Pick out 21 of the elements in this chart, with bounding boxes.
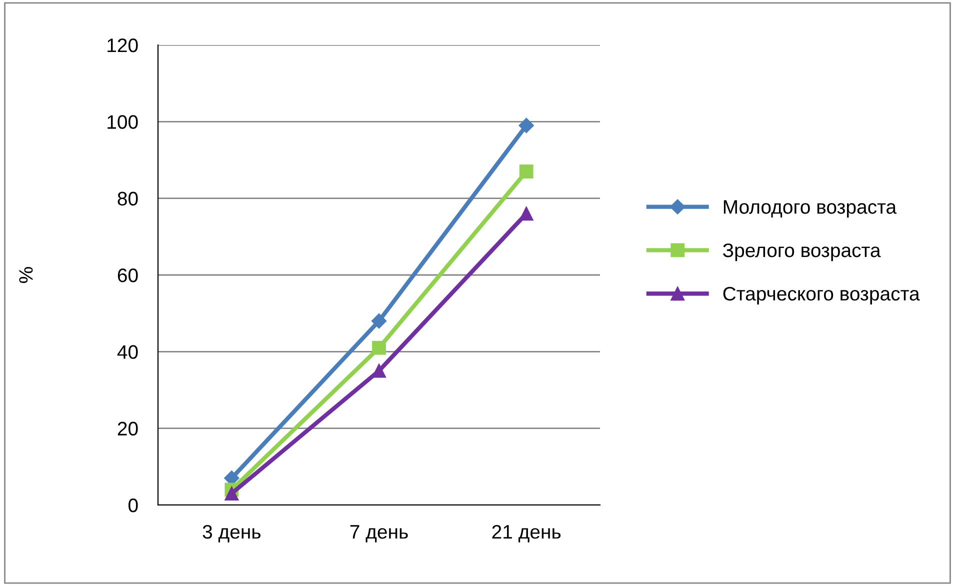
point bbox=[518, 118, 534, 134]
y-tick-label: 20 bbox=[118, 422, 138, 436]
legend-label: Старческого возраста bbox=[723, 286, 920, 304]
x-tick-label: 7 день bbox=[350, 525, 408, 542]
y-tick-label: 100 bbox=[108, 115, 138, 129]
point bbox=[519, 206, 534, 221]
point bbox=[519, 164, 534, 178]
point bbox=[224, 486, 239, 500]
point bbox=[372, 340, 386, 355]
point bbox=[372, 364, 386, 378]
y-axis-title: % bbox=[19, 267, 33, 283]
y-tick-label: 0 bbox=[128, 498, 138, 512]
y-tick-label: 40 bbox=[117, 345, 138, 359]
legend-label: Зрелого возраста bbox=[722, 243, 881, 262]
x-tick-label: 21 день bbox=[492, 524, 561, 542]
y-tick-label: 120 bbox=[108, 38, 138, 52]
y-tick-label: 80 bbox=[118, 192, 138, 206]
legend-label: Молодого возраста bbox=[724, 200, 897, 218]
y-tick-label: 60 bbox=[118, 268, 138, 282]
x-tick-label: 3 день bbox=[202, 524, 260, 542]
point bbox=[371, 313, 387, 329]
